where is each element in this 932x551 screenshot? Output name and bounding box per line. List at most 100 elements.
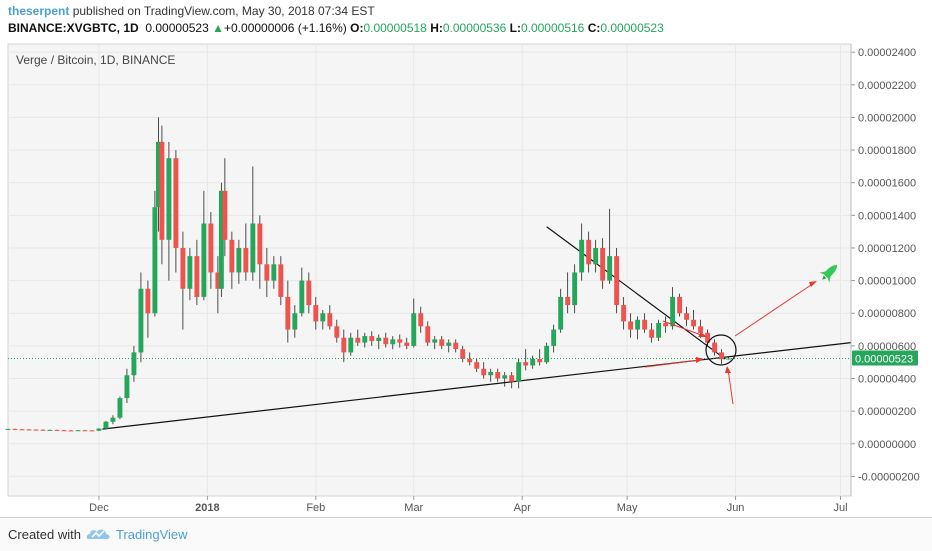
candle-body xyxy=(152,207,158,314)
candle-body xyxy=(600,247,606,281)
candle-body xyxy=(418,313,424,327)
breakout-circle xyxy=(705,334,737,366)
candle xyxy=(516,358,522,389)
candle-body xyxy=(362,336,368,343)
candle xyxy=(180,231,186,330)
tradingview-brand[interactable]: TradingView xyxy=(116,527,188,542)
pane-title: Verge / Bitcoin, 1D, BINANCE xyxy=(16,53,175,67)
candle xyxy=(460,345,466,363)
publish-info: theserpent published on TradingView.com,… xyxy=(8,4,375,20)
candle xyxy=(383,332,389,348)
author-name[interactable]: theserpent xyxy=(8,4,70,18)
candle xyxy=(187,247,193,301)
candle xyxy=(236,239,242,284)
candle-body xyxy=(614,256,620,306)
close-value: 0.00000523 xyxy=(600,21,664,35)
candle-body xyxy=(187,256,193,289)
candle xyxy=(509,371,515,389)
candle-body xyxy=(208,223,214,273)
candle xyxy=(103,420,109,430)
candle xyxy=(243,223,249,281)
candle xyxy=(320,309,326,330)
candle xyxy=(155,117,161,232)
candle-body xyxy=(173,158,179,248)
low-label: L: xyxy=(509,21,521,35)
candle-body xyxy=(467,358,473,363)
candle xyxy=(159,125,165,265)
candle xyxy=(194,239,200,306)
candle xyxy=(362,332,368,348)
candle-body xyxy=(621,305,627,322)
candles xyxy=(5,117,732,432)
candle-body xyxy=(250,223,256,273)
high-value: 0.00000536 xyxy=(442,21,507,35)
candle-body xyxy=(411,313,417,346)
candle xyxy=(110,415,116,425)
candle-body xyxy=(460,349,466,359)
candle-body xyxy=(243,247,249,273)
candle xyxy=(369,331,375,346)
candle-body xyxy=(96,428,102,431)
candle-body xyxy=(222,190,228,240)
trendline-support[interactable] xyxy=(102,342,852,430)
candle xyxy=(411,298,417,348)
candle-body xyxy=(432,339,438,343)
candle xyxy=(537,349,543,366)
candle xyxy=(348,332,354,356)
candle-body xyxy=(642,319,648,330)
candle xyxy=(628,313,634,338)
y-axis[interactable]: 0.00002400 0.00002200 0.00002000 0.00001800… xyxy=(850,44,920,496)
x-tick-label: Dec xyxy=(89,502,109,514)
candle xyxy=(586,231,592,273)
y-tick-label: 0.00001800 xyxy=(858,145,916,157)
candle xyxy=(26,429,32,431)
candle xyxy=(621,296,627,330)
candle-body xyxy=(12,428,18,430)
candle xyxy=(565,272,571,314)
created-with-text: Created with xyxy=(8,527,81,542)
candle-body xyxy=(82,430,88,432)
candle-body xyxy=(131,352,137,376)
close-label: C: xyxy=(587,21,601,35)
candle xyxy=(376,334,382,350)
candle-body xyxy=(516,362,522,382)
candle xyxy=(173,150,179,273)
candle-body xyxy=(292,313,298,330)
candle-body xyxy=(383,337,389,345)
candle xyxy=(656,319,662,341)
candle-body xyxy=(551,329,557,346)
candle xyxy=(677,293,683,317)
candle xyxy=(481,362,487,379)
candle xyxy=(96,428,102,432)
last-price-text: 0.00000523 xyxy=(145,21,209,35)
trendlines[interactable] xyxy=(102,226,852,430)
high-label: H: xyxy=(430,21,443,35)
price-chart[interactable]: Verge / Bitcoin, 1D, BINANCE 0.000024000… xyxy=(0,0,932,517)
candle-body xyxy=(341,337,347,353)
candle xyxy=(607,208,613,284)
candle xyxy=(215,256,221,314)
candle-body xyxy=(89,430,95,432)
tradingview-cloud-icon[interactable] xyxy=(86,525,112,543)
candle xyxy=(138,272,144,363)
x-tick-label: Jul xyxy=(833,502,847,514)
x-axis[interactable]: Dec 2018 Feb Mar Apr May Jun Jul xyxy=(89,496,848,514)
candle-body xyxy=(19,429,25,431)
symbol-label: BINANCE:XVGBTC, 1D xyxy=(8,21,139,35)
candle xyxy=(390,336,396,350)
candle-body xyxy=(124,375,130,399)
candle xyxy=(117,396,123,420)
candle xyxy=(600,238,606,289)
candle-body xyxy=(649,329,655,338)
candle-body xyxy=(593,247,599,265)
candle xyxy=(474,358,480,372)
candle-body xyxy=(54,429,60,431)
x-tick-label: Mar xyxy=(404,502,423,514)
trendline-resistance[interactable] xyxy=(546,226,726,360)
candle xyxy=(285,280,291,343)
candle-body xyxy=(327,313,333,327)
candle xyxy=(593,239,599,273)
candle xyxy=(488,368,494,382)
candle xyxy=(334,319,340,343)
candle-body xyxy=(607,256,613,281)
